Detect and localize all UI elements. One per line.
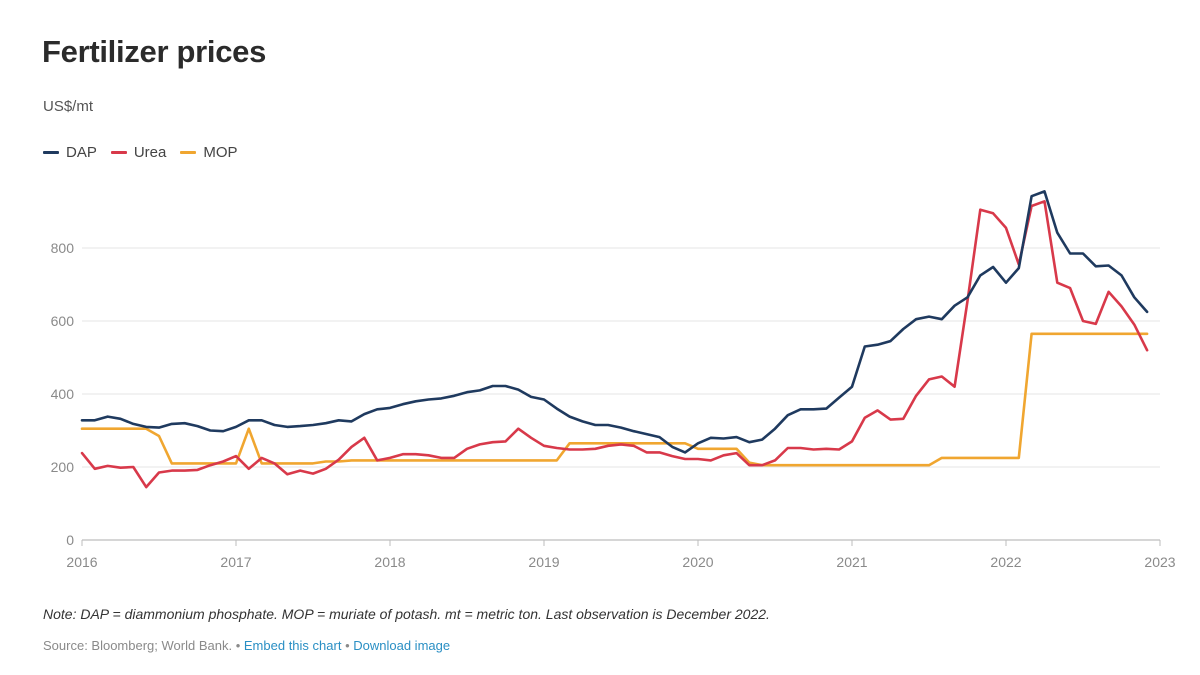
legend-swatch-dap <box>43 151 59 154</box>
legend-label-mop: MOP <box>203 144 238 161</box>
y-tick-label: 600 <box>51 313 75 329</box>
legend-item-mop[interactable]: MOP <box>180 144 238 161</box>
grid-lines <box>82 247 1160 541</box>
y-tick-label: 400 <box>51 386 75 402</box>
chart-title: Fertilizer prices <box>42 34 267 69</box>
chart-note: Note: DAP = diammonium phosphate. MOP = … <box>43 606 770 622</box>
y-tick-label: 200 <box>51 459 75 475</box>
y-axis-unit: US$/mt <box>43 98 94 115</box>
download-image-link[interactable]: Download image <box>353 638 451 653</box>
x-tick-label: 2017 <box>220 554 251 570</box>
x-tick-label: 2016 <box>66 554 97 570</box>
x-tick-label: 2019 <box>528 554 559 570</box>
series-line-mop[interactable] <box>80 332 1149 467</box>
legend-swatch-urea <box>110 151 127 154</box>
axes: 0 200 400 600 800 2016 2017 2018 2019 2020 2021 202… <box>51 240 1176 570</box>
chart-legend: DAP Urea MOP <box>43 144 252 161</box>
legend-item-urea[interactable]: Urea <box>110 144 167 161</box>
source-line: Source: Bloomberg; World Bank. • Embed t… <box>43 638 450 653</box>
x-tick-label: 2021 <box>836 554 867 570</box>
series-line-dap[interactable] <box>80 190 1149 454</box>
embed-chart-link[interactable]: Embed this chart <box>243 638 342 653</box>
x-tick-label: 2023 <box>1144 554 1175 570</box>
legend-item-dap[interactable]: DAP <box>43 144 97 161</box>
legend-label-dap: DAP <box>66 144 97 161</box>
x-tick-label: 2022 <box>990 554 1021 570</box>
separator: • <box>235 638 241 653</box>
y-tick-label: 0 <box>66 532 74 548</box>
x-tick-label: 2020 <box>682 554 713 570</box>
series-line-urea[interactable] <box>80 200 1149 489</box>
legend-label-urea: Urea <box>133 144 167 161</box>
series-lines <box>80 190 1149 489</box>
legend-swatch-mop <box>180 151 197 154</box>
x-tick-label: 2018 <box>374 554 405 570</box>
source-text: Source: Bloomberg; World Bank. <box>43 638 233 653</box>
y-tick-label: 800 <box>51 240 75 256</box>
separator: • <box>345 638 350 653</box>
line-chart: 0 200 400 600 800 2016 2017 2018 2019 2020 2021 202… <box>51 190 1176 570</box>
